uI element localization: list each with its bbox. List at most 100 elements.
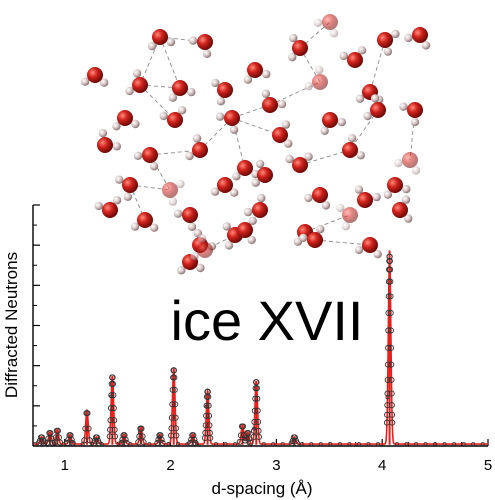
oxygen-atom (167, 112, 183, 128)
observed-point (214, 442, 219, 447)
observed-point (388, 390, 395, 397)
hydrogen-atom (383, 47, 393, 56)
hydrogen-atom (316, 225, 325, 234)
observed-point (168, 425, 175, 432)
hydrogen-atom (421, 41, 431, 50)
oxygen-atom (252, 202, 268, 218)
oxygen-atom (182, 207, 198, 223)
oxygen-atom (152, 29, 168, 45)
water-molecule (185, 134, 208, 161)
observed-point (85, 425, 92, 432)
hydrogen-atom (147, 41, 157, 51)
observed-point (385, 293, 392, 300)
oxygen-atom (370, 102, 386, 118)
observed-point (52, 441, 57, 446)
water-molecule (244, 193, 268, 218)
observed-point (223, 442, 228, 447)
observed-point (175, 441, 180, 446)
oxygen-atom (247, 62, 263, 78)
hydrogen-atom (130, 222, 140, 231)
observed-point (254, 395, 261, 402)
water-molecule (215, 110, 240, 134)
observed-point (169, 401, 176, 408)
hydrogen-atom (229, 125, 239, 134)
observed-point (147, 442, 152, 447)
observed-point (251, 407, 258, 414)
water-molecule (173, 207, 198, 231)
observed-point (388, 411, 396, 418)
oxygen-atom (342, 142, 358, 158)
observed-point (109, 374, 116, 381)
observed-point (139, 433, 146, 440)
oxygen-atom (342, 207, 358, 223)
hydrogen-atom (277, 100, 287, 109)
water-molecule (112, 110, 140, 131)
hydrogen-atom (355, 94, 365, 103)
hydrogen-atom (177, 266, 186, 275)
hydrogen-atom (98, 129, 108, 138)
water-molecule (394, 152, 421, 175)
observed-point (107, 405, 114, 412)
observed-point (388, 402, 395, 409)
ice-structure-illustration (80, 14, 431, 275)
water-molecule (162, 179, 185, 206)
observed-point (280, 442, 285, 447)
observed-point (254, 407, 261, 414)
water-molecule (251, 159, 273, 187)
water-molecule (304, 65, 328, 91)
oxygen-atom (347, 52, 363, 68)
hydrogen-atom (404, 33, 413, 43)
observed-point (384, 361, 391, 368)
observed-point (171, 386, 178, 393)
water-molecule (363, 94, 386, 121)
hydrogen-atom (329, 29, 339, 38)
oxygen-atom (102, 202, 118, 218)
observed-point (96, 440, 103, 447)
observed-point (387, 327, 394, 334)
hydrogen-atom (149, 162, 159, 171)
observed-point (433, 442, 438, 447)
water-molecule (354, 237, 382, 259)
oxygen-atom (407, 102, 423, 118)
water-molecule (188, 34, 213, 58)
hydrogen-atom (370, 94, 380, 103)
observed-point (337, 442, 342, 447)
observed-point (309, 442, 314, 447)
hydrogen-bond (304, 214, 351, 233)
observed-point (41, 440, 48, 447)
water-molecule (115, 175, 138, 201)
oxygen-atom (172, 80, 188, 96)
oxygen-atom (142, 147, 158, 163)
oxygen-atom (272, 127, 288, 143)
hydrogen-atom (185, 151, 194, 161)
observed-point (233, 442, 238, 447)
observed-point (190, 432, 197, 439)
x-tick-label: 1 (61, 457, 69, 474)
hydrogen-atom (251, 178, 260, 187)
observed-point (80, 441, 85, 446)
observed-point (204, 404, 209, 409)
observed-point (347, 442, 352, 447)
water-molecule (211, 78, 233, 106)
hydrogen-atom (123, 192, 133, 201)
oxygen-atom (322, 14, 338, 30)
oxygen-atom (237, 160, 253, 176)
water-molecule (130, 212, 159, 232)
observed-point (99, 442, 104, 447)
x-tick-label: 4 (378, 457, 386, 474)
observed-point (122, 436, 129, 443)
oxygen-atom (307, 232, 323, 248)
hydrogen-atom (347, 134, 357, 143)
hydrogen-atom (168, 197, 178, 206)
observed-point (111, 433, 119, 440)
water-molecule (383, 177, 411, 199)
water-molecule (377, 29, 400, 56)
x-tick-label: 3 (272, 457, 280, 474)
observed-point (388, 344, 395, 351)
water-molecule (159, 106, 187, 128)
water-molecule (399, 102, 423, 127)
hydrogen-atom (188, 36, 198, 45)
hydrogen-atom (196, 263, 205, 273)
water-molecule (261, 89, 287, 113)
observed-point (172, 425, 180, 432)
